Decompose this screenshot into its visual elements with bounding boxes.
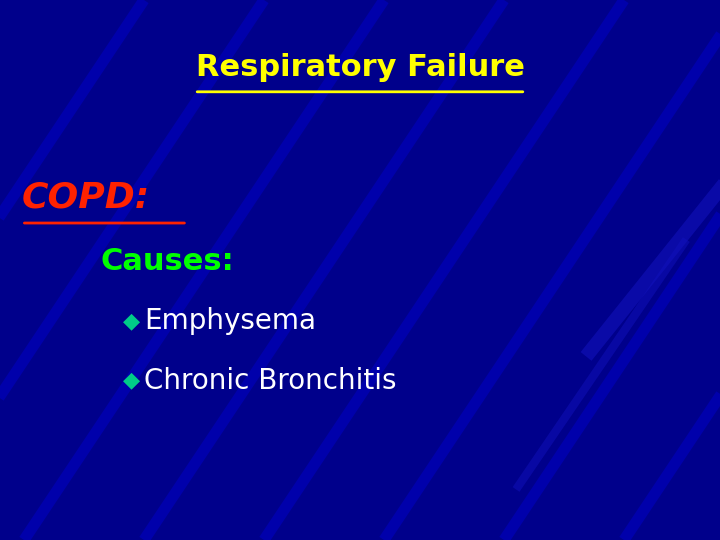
Text: ◆: ◆	[123, 370, 140, 391]
Text: ◆: ◆	[123, 311, 140, 332]
Text: Chronic Bronchitis: Chronic Bronchitis	[144, 367, 397, 395]
Text: COPD:: COPD:	[22, 180, 150, 214]
Text: Respiratory Failure: Respiratory Failure	[196, 53, 524, 82]
Text: Causes:: Causes:	[101, 247, 235, 276]
Text: Emphysema: Emphysema	[144, 307, 316, 335]
